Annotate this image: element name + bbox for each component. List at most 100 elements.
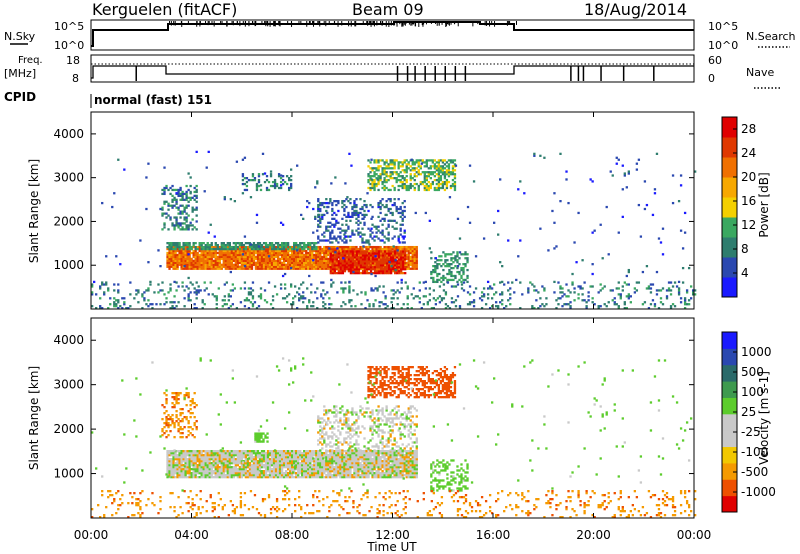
range-time-cell (244, 472, 248, 475)
range-time-cell (191, 283, 194, 286)
range-time-cell (427, 167, 430, 170)
range-time-cell (348, 287, 351, 290)
range-time-cell (362, 245, 365, 248)
range-time-cell (234, 474, 238, 477)
range-time-cell (174, 253, 177, 257)
range-time-cell (503, 283, 506, 286)
range-time-cell (379, 256, 383, 259)
range-time-cell (363, 268, 367, 271)
range-time-cell (186, 261, 189, 264)
range-time-cell (649, 291, 653, 294)
range-time-cell (394, 264, 397, 267)
range-time-cell (248, 474, 252, 477)
range-time-cell (272, 259, 276, 263)
range-time-cell (185, 212, 188, 215)
range-time-cell (174, 472, 177, 475)
range-time-cell (240, 472, 244, 475)
range-time-cell (260, 452, 264, 455)
range-time-cell (177, 222, 180, 225)
range-time-cell (194, 261, 197, 264)
range-time-cell (232, 251, 236, 255)
range-time-cell (214, 257, 217, 261)
range-time-cell (383, 252, 387, 255)
range-time-cell (379, 177, 382, 180)
range-time-cell (366, 299, 369, 302)
range-time-cell (226, 462, 229, 465)
range-time-cell (93, 280, 96, 284)
range-time-cell (206, 267, 209, 270)
range-time-cell (315, 263, 318, 266)
range-time-cell (392, 307, 395, 310)
range-time-cell (165, 216, 168, 219)
range-time-cell (394, 268, 397, 272)
range-time-cell (389, 262, 393, 265)
range-time-cell (218, 265, 221, 268)
range-time-cell (351, 268, 355, 271)
range-time-cell (387, 223, 390, 226)
range-time-cell (577, 297, 580, 300)
range-time-cell (299, 249, 302, 253)
range-time-cell (357, 260, 361, 263)
range-time-cell (401, 165, 404, 168)
range-time-cell (137, 291, 140, 294)
range-time-cell (446, 259, 449, 262)
range-time-cell (295, 263, 298, 266)
range-time-cell (447, 180, 451, 184)
range-time-cell (397, 165, 400, 168)
range-time-cell (276, 466, 280, 469)
range-time-cell (331, 247, 334, 251)
range-time-cell (384, 213, 387, 217)
range-time-cell (671, 285, 675, 288)
range-time-cell (115, 303, 118, 306)
range-time-cell (431, 171, 435, 174)
range-time-cell (339, 251, 342, 255)
range-time-cell (501, 299, 504, 302)
range-time-cell (442, 278, 445, 282)
range-time-cell (290, 257, 294, 261)
range-time-cell (218, 253, 221, 257)
range-time-cell (273, 178, 277, 182)
range-time-cell (210, 253, 213, 257)
range-time-cell (399, 161, 402, 164)
range-time-cell (238, 253, 242, 257)
range-time-cell (273, 285, 277, 288)
range-time-cell (593, 303, 596, 306)
range-time-cell (214, 458, 217, 461)
range-time-cell (185, 220, 188, 223)
range-time-cell (280, 245, 284, 249)
range-time-cell (667, 281, 671, 284)
range-time-cell (133, 297, 136, 300)
range-time-cell (189, 184, 192, 188)
range-time-cell (159, 303, 162, 306)
range-time-cell (188, 466, 191, 469)
range-time-cell (359, 245, 362, 249)
range-time-cell (375, 272, 379, 275)
range-time-cell (172, 255, 175, 259)
range-time-cell (434, 268, 437, 272)
range-time-cell (254, 456, 258, 459)
range-time-cell (417, 163, 420, 166)
range-time-cell (363, 215, 366, 219)
range-time-cell (442, 289, 446, 292)
range-time-cell (313, 245, 316, 249)
range-time-cell (405, 253, 408, 257)
range-time-cell (196, 247, 199, 251)
range-time-cell (191, 196, 194, 199)
range-time-cell (278, 267, 282, 270)
range-time-cell (220, 476, 223, 479)
range-time-cell (313, 249, 316, 253)
range-time-cell (262, 470, 266, 473)
range-time-cell (274, 460, 278, 463)
range-time-cell (357, 264, 361, 267)
range-time-cell (451, 173, 455, 176)
range-time-cell (649, 283, 653, 286)
range-time-cell (341, 239, 344, 242)
range-time-cell (228, 456, 231, 459)
range-time-cell (236, 456, 240, 459)
range-time-cell (188, 243, 191, 247)
range-time-cell (262, 265, 266, 268)
range-time-cell (187, 226, 190, 229)
range-time-cell (625, 307, 628, 310)
range-time-cell (166, 458, 169, 461)
range-time-cell (343, 209, 346, 213)
